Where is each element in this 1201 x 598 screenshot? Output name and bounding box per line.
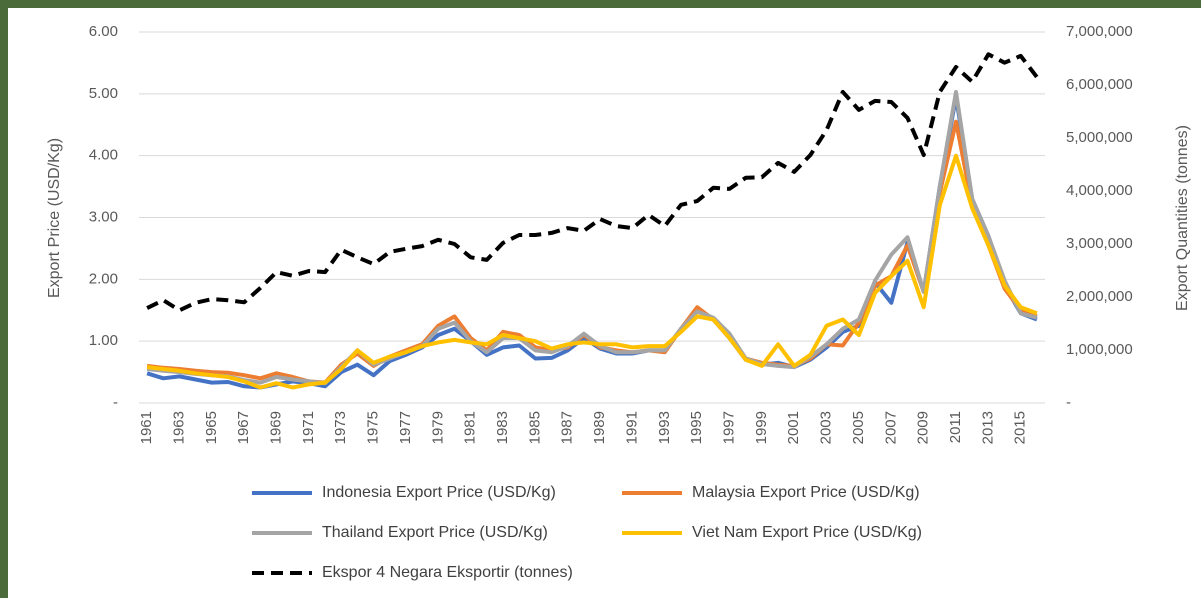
x-tick-label: 2003	[818, 411, 835, 444]
x-tick-label: 2009	[915, 411, 932, 444]
x-tick-label: 1975	[365, 411, 382, 444]
x-tick-label: 2015	[1012, 411, 1029, 444]
series-line	[146, 90, 1038, 386]
y2-axis-title: Export Quantities (tonnes)	[1174, 125, 1191, 311]
x-tick-label: 2001	[785, 411, 802, 444]
x-tick-label: 1965	[203, 411, 220, 444]
legend-label: Malaysia Export Price (USD/Kg)	[692, 484, 920, 501]
x-tick-label: 1993	[656, 411, 673, 444]
series-line	[146, 153, 1038, 390]
x-tick-label: 1983	[494, 411, 511, 444]
x-tick-label: 1973	[332, 411, 349, 444]
y-tick-label: 5.00	[89, 85, 118, 102]
y-tick-label: -	[113, 394, 118, 411]
x-tick-label: 1985	[526, 411, 543, 444]
x-tick-label: 2011	[947, 411, 964, 443]
x-tick-label: 1969	[267, 411, 284, 444]
y2-tick-label: 1,000,000	[1066, 341, 1133, 358]
x-tick-label: 2013	[979, 411, 996, 444]
x-tick-label: 2007	[882, 411, 899, 444]
x-tick-label: 1979	[429, 411, 446, 444]
y2-tick-label: 2,000,000	[1066, 288, 1133, 305]
y2-tick-label: -	[1066, 394, 1071, 411]
y2-tick-label: 7,000,000	[1066, 23, 1133, 40]
y2-tick-label: 4,000,000	[1066, 182, 1133, 199]
x-tick-label: 1999	[753, 411, 770, 444]
series-line	[146, 52, 1039, 313]
chart-background	[8, 8, 1201, 598]
y2-tick-label: 6,000,000	[1066, 76, 1133, 93]
x-tick-label: 1987	[559, 411, 576, 444]
x-tick-label: 1989	[591, 411, 608, 444]
y-axis-title: Export Price (USD/Kg)	[46, 138, 63, 298]
legend-label: Indonesia Export Price (USD/Kg)	[322, 484, 556, 501]
x-tick-label: 1971	[300, 411, 317, 444]
x-tick-label: 1963	[170, 411, 187, 444]
x-tick-label: 1995	[688, 411, 705, 444]
legend-label: Thailand Export Price (USD/Kg)	[322, 524, 548, 541]
y-tick-label: 3.00	[89, 208, 118, 225]
y-tick-label: 4.00	[89, 147, 118, 164]
x-tick-label: 1961	[138, 411, 155, 444]
legend-label: Viet Nam Export Price (USD/Kg)	[692, 524, 922, 541]
x-tick-label: 1991	[623, 411, 640, 444]
y-tick-label: 6.00	[89, 23, 118, 40]
y-tick-label: 1.00	[89, 332, 118, 349]
x-tick-label: 1967	[235, 411, 252, 444]
y2-tick-label: 5,000,000	[1066, 129, 1133, 146]
x-tick-label: 2005	[850, 411, 867, 444]
y2-tick-label: 3,000,000	[1066, 235, 1133, 252]
x-tick-label: 1977	[397, 411, 414, 444]
x-tick-label: 1981	[462, 411, 479, 444]
y-tick-label: 2.00	[89, 270, 118, 287]
x-tick-label: 1997	[720, 411, 737, 444]
legend-label: Ekspor 4 Negara Eksportir (tonnes)	[322, 564, 573, 581]
